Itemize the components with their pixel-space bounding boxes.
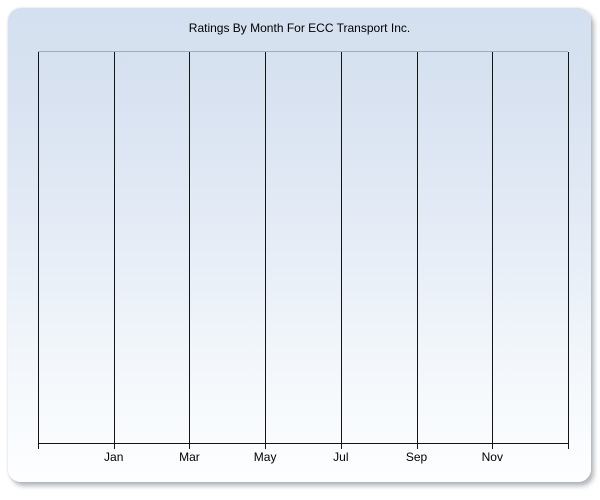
gridline [38,52,39,443]
plot-area: Jan Mar May Jul Sep Nov [38,51,569,464]
x-axis-label: Jul [333,450,349,464]
x-axis-tick [568,443,569,449]
x-axis-tick [492,443,494,449]
x-axis-tick [38,443,39,449]
chart-title: Ratings By Month For ECC Transport Inc. [188,21,411,35]
gridline [340,52,342,443]
x-axis-label: Jan [104,450,124,464]
chart-panel: Ratings By Month For ECC Transport Inc. … [8,8,591,482]
x-axis-label: Nov [481,450,503,464]
x-axis-label: Mar [179,450,200,464]
x-axis-label: Sep [405,450,428,464]
gridline [416,52,418,443]
gridline [568,52,569,443]
gridline [189,52,191,443]
x-axis-tick [189,443,191,449]
x-axis-tick [416,443,418,449]
gridline [492,52,494,443]
x-axis-tick [340,443,342,449]
x-axis-tick [265,443,267,449]
x-axis-label: May [253,450,277,464]
gridline [113,52,115,443]
gridline [265,52,267,443]
x-axis-tick [113,443,115,449]
